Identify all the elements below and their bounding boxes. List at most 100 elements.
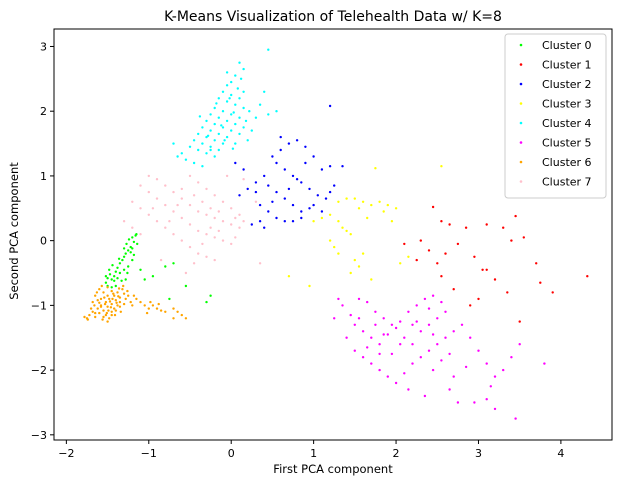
cluster-5-point: [444, 310, 447, 313]
cluster-0-point: [127, 238, 131, 241]
cluster-6-point: [110, 302, 113, 306]
cluster-6-point: [145, 311, 149, 315]
cluster-7-point: [205, 233, 208, 236]
cluster-1-point: [481, 268, 484, 271]
cluster-6-point: [110, 313, 113, 317]
cluster-2-point: [238, 194, 241, 197]
cluster-5-point: [349, 313, 352, 317]
legend-box: [504, 33, 607, 199]
cluster-1-point: [522, 236, 525, 239]
cluster-6-point: [139, 300, 142, 304]
cluster-4-point: [201, 126, 204, 129]
cluster-3-point: [333, 245, 336, 249]
cluster-2-point: [295, 178, 299, 181]
cluster-4-point: [250, 129, 253, 132]
cluster-5-point: [357, 317, 361, 320]
cluster-1-point: [473, 255, 476, 258]
cluster-4-point: [225, 135, 229, 139]
cluster-4-point: [197, 132, 200, 136]
cluster-4-point: [267, 113, 270, 116]
cluster-6-point: [119, 310, 123, 313]
cluster-3-point: [328, 213, 332, 216]
cluster-2-point: [283, 197, 286, 200]
cluster-7-point: [221, 200, 225, 203]
y-tick-label: 0: [40, 235, 47, 248]
cluster-0-point: [110, 278, 113, 281]
cluster-5-point: [415, 304, 418, 307]
cluster-3-point: [345, 197, 348, 200]
cluster-2-point: [263, 226, 266, 229]
cluster-0-point: [122, 255, 126, 258]
cluster-0-point: [143, 278, 146, 281]
cluster-7-point: [221, 220, 225, 223]
cluster-1-point: [427, 249, 431, 252]
cluster-5-point: [378, 343, 381, 346]
cluster-2-point: [287, 142, 291, 145]
cluster-5-point: [370, 362, 373, 365]
cluster-6-point: [107, 309, 110, 312]
cluster-2-point: [312, 203, 315, 207]
cluster-4-point: [230, 93, 233, 97]
cluster-4-point: [225, 100, 229, 103]
cluster-5-point: [357, 297, 361, 301]
cluster-5-point: [407, 388, 410, 391]
cluster-7-point: [192, 262, 196, 265]
cluster-4-point: [234, 103, 237, 106]
cluster-4-point: [263, 90, 266, 94]
y-tick-label: 2: [40, 105, 47, 118]
cluster-5-point: [464, 365, 468, 369]
cluster-5-point: [493, 375, 497, 378]
cluster-0-point: [117, 257, 121, 260]
cluster-2-point: [320, 168, 324, 171]
cluster-6-point: [172, 307, 175, 310]
cluster-6-point: [96, 307, 99, 310]
cluster-2-point: [275, 216, 278, 220]
cluster-6-point: [86, 318, 90, 321]
cluster-6-point: [164, 310, 167, 313]
cluster-3-point: [308, 284, 311, 288]
cluster-6-point: [109, 306, 113, 309]
cluster-6-point: [113, 307, 116, 310]
cluster-3-point: [382, 210, 385, 213]
cluster-7-point: [258, 262, 262, 265]
legend-label-cluster-3: Cluster 3: [542, 98, 592, 111]
cluster-2-point: [279, 135, 282, 139]
cluster-7-point: [234, 236, 237, 239]
cluster-5-point: [345, 336, 348, 339]
cluster-0-point: [168, 297, 171, 301]
cluster-7-point: [180, 216, 183, 220]
cluster-4-point: [192, 161, 196, 165]
cluster-5-point: [431, 368, 435, 372]
cluster-2-point: [242, 168, 245, 171]
legend-label-cluster-2: Cluster 2: [542, 78, 592, 91]
cluster-0-point: [151, 275, 155, 278]
cluster-7-point: [205, 255, 208, 258]
x-axis: −2 −1 0 1 2 3 4: [58, 440, 564, 460]
cluster-3-point: [399, 262, 402, 265]
cluster-3-point: [370, 278, 373, 281]
cluster-4-point: [225, 84, 229, 87]
cluster-0-point: [122, 268, 126, 271]
cluster-2-point: [267, 210, 270, 213]
chart-title: K-Means Visualization of Telehealth Data…: [164, 9, 502, 25]
cluster-0-point: [106, 277, 109, 280]
cluster-6-point: [83, 315, 86, 319]
cluster-6-point: [110, 289, 113, 293]
cluster-0-point: [127, 265, 130, 268]
cluster-5-point: [353, 323, 356, 326]
cluster-4-point: [230, 113, 233, 116]
cluster-1-point: [448, 223, 451, 226]
cluster-3-point: [440, 165, 443, 168]
cluster-6-point: [106, 305, 109, 308]
cluster-3-point: [341, 226, 344, 229]
cluster-3-point: [378, 200, 381, 203]
cluster-4-point: [238, 116, 241, 119]
cluster-4-point: [230, 80, 233, 84]
cluster-0-point: [124, 278, 127, 281]
cluster-5-point: [485, 398, 488, 401]
cluster-4-point: [213, 122, 216, 126]
cluster-5-point: [419, 330, 422, 333]
cluster-3-point: [357, 265, 361, 268]
cluster-6-point: [106, 294, 109, 297]
x-tick-label: −2: [58, 447, 74, 460]
